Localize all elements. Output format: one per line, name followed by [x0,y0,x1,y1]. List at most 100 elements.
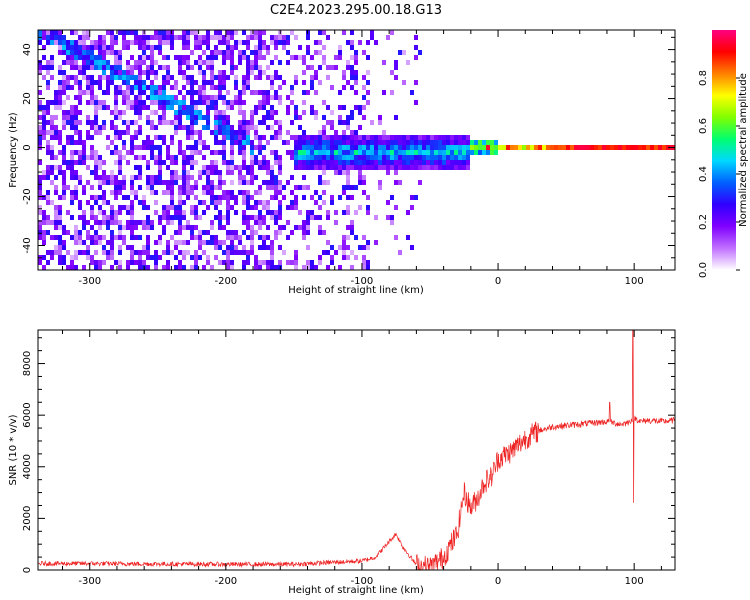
spectrogram-cell [66,265,70,270]
spectrogram-cell [114,125,118,130]
spectrogram-cell [154,110,158,115]
spectrogram-cell [286,110,290,115]
spectrogram-cell [130,255,134,260]
spectrogram-cell [186,80,190,85]
spectrogram-cell [246,45,250,50]
spectrogram-cell [70,150,74,155]
spectrogram-cell [98,45,102,50]
spectrogram-cell [350,65,354,70]
spectrogram-cell [130,235,134,240]
spectrogram-cell [466,165,470,170]
spectrogram-cell [118,65,122,70]
spectrogram-cell [378,165,382,170]
spectrogram-cell [314,50,318,55]
spectrogram-cell [154,265,158,270]
spectrogram-cell [142,200,146,205]
spectrogram-cell [154,35,158,40]
spectrogram-cell [46,250,50,255]
spectrogram-cell [242,125,246,130]
spectrogram-cell [198,110,202,115]
spectrogram-cell [58,135,62,140]
spectrogram-cell [46,260,50,265]
spectrogram-cell [298,225,302,230]
spectrogram-cell [322,30,326,35]
spectrogram-cell [86,75,90,80]
spectrogram-cell [210,190,214,195]
spectrogram-cell [150,125,154,130]
spectrogram-cell [226,220,230,225]
spectrogram-cell [150,185,154,190]
spectrogram-cell [130,140,134,145]
spectrogram-cell [318,130,322,135]
spectrogram-cell [242,260,246,265]
spectrogram-cell [322,115,326,120]
spectrogram-cell [326,155,330,160]
spectrogram-cell [410,135,414,140]
spectrogram-cell [274,195,278,200]
spectrogram-cell [174,110,178,115]
spectrogram-cell [262,105,266,110]
spectrogram-cell [450,150,454,155]
spectrogram-cell [314,145,318,150]
spectrogram-cell [302,185,306,190]
spectrogram-cell [262,220,266,225]
spectrogram-cell [66,210,70,215]
spectrogram-cell [334,210,338,215]
spectrogram-cell [346,210,350,215]
spectrogram-cell [170,190,174,195]
spectrogram-cell [134,40,138,45]
spectrogram-cell [362,180,366,185]
spectrogram-cell [426,160,430,165]
spectrogram-cell [278,160,282,165]
spectrogram-cell [106,175,110,180]
spectrogram-cell [250,160,254,165]
spectrogram-cell [62,70,66,75]
spectrogram-cell [166,80,170,85]
spectrogram-cell [62,255,66,260]
spectrogram-cell [318,175,322,180]
spectrogram-cell [362,95,366,100]
spectrogram-cell [222,260,226,265]
spectrogram-cell [294,205,298,210]
spectrogram-cell [42,210,46,215]
spectrogram-cell [222,215,226,220]
spectrogram-cell [246,205,250,210]
spectrogram-cell [130,220,134,225]
spectrogram-cell [206,100,210,105]
colorbar-tick-label: 0.2 [698,214,709,230]
spectrogram-cell [78,80,82,85]
spectrogram-cell [342,85,346,90]
spectrogram-cell [58,65,62,70]
spectrogram-cell [242,155,246,160]
colorbar-ticks: 0.00.20.40.60.8 [698,70,740,278]
spectrogram-cell [218,90,222,95]
spectrogram-cell [186,110,190,115]
spectrogram-cell [42,125,46,130]
spectrogram-cell [146,40,150,45]
spectrogram-cell [62,45,66,50]
spectrogram-cell [250,90,254,95]
spectrogram-cell [398,250,402,255]
spectrogram-cell [318,160,322,165]
spectrogram-cell [162,85,166,90]
spectrogram-cell [354,105,358,110]
spectrogram-cell [110,205,114,210]
spectrogram-cell [266,165,270,170]
spectrogram-cell [182,170,186,175]
spectrogram-cell [382,140,386,145]
spectrogram-cell [62,225,66,230]
figure-title: C2E4.2023.295.00.18.G13 [270,3,442,18]
spectrogram-cell [334,65,338,70]
spectrogram-cell [234,250,238,255]
spectrogram-cell [110,75,114,80]
spectrogram-cell [70,175,74,180]
spectrogram-cell [314,215,318,220]
spectrogram-cell [430,155,434,160]
spectrogram-cell [206,115,210,120]
spectrogram-cell [238,180,242,185]
spectrogram-cell [138,35,142,40]
spectrogram-cell [254,220,258,225]
spectrogram-cell [258,40,262,45]
spectrogram-cell [342,160,346,165]
spectrogram-cell [302,110,306,115]
